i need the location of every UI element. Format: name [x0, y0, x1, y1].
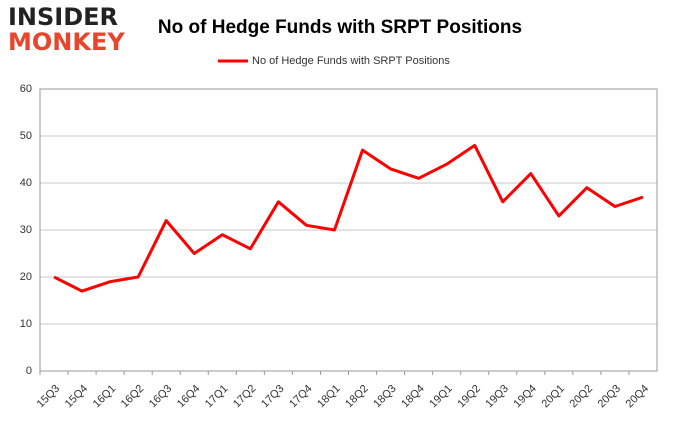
logo-line1: INSIDER: [8, 3, 118, 31]
y-tick-label: 20: [20, 271, 32, 283]
chart-title: No of Hedge Funds with SRPT Positions: [158, 17, 522, 38]
data-line: [53, 143, 644, 293]
legend: No of Hedge Funds with SRPT Positions: [218, 55, 450, 67]
y-tick-label: 50: [20, 130, 32, 142]
y-tick-label: 40: [20, 177, 32, 189]
y-tick-label: 0: [26, 365, 32, 377]
logo-line2: MONKEY: [8, 28, 125, 56]
y-tick-label: 10: [20, 318, 32, 330]
y-tick-label: 60: [20, 83, 32, 95]
y-tick-label: 30: [20, 224, 32, 236]
legend-label: No of Hedge Funds with SRPT Positions: [252, 55, 450, 67]
